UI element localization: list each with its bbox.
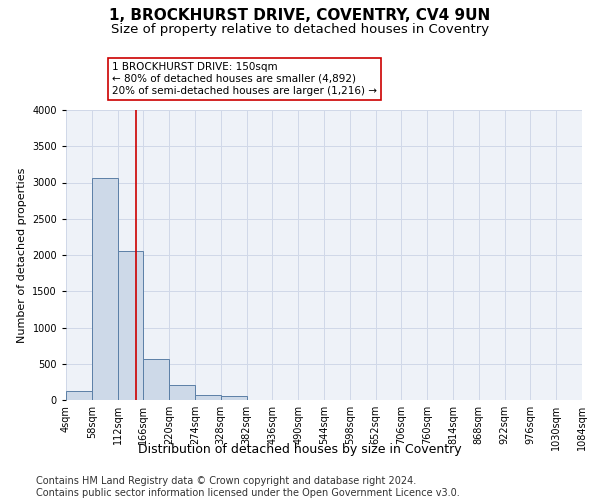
- Bar: [118, 250, 143, 400]
- Bar: [221, 396, 247, 400]
- Bar: [195, 394, 221, 400]
- Text: Distribution of detached houses by size in Coventry: Distribution of detached houses by size …: [138, 442, 462, 456]
- Bar: [66, 390, 92, 400]
- Bar: [169, 385, 195, 400]
- Text: 1, BROCKHURST DRIVE, COVENTRY, CV4 9UN: 1, BROCKHURST DRIVE, COVENTRY, CV4 9UN: [109, 8, 491, 22]
- Text: Contains HM Land Registry data © Crown copyright and database right 2024.
Contai: Contains HM Land Registry data © Crown c…: [36, 476, 460, 498]
- Bar: [92, 178, 118, 400]
- Text: 1 BROCKHURST DRIVE: 150sqm
← 80% of detached houses are smaller (4,892)
20% of s: 1 BROCKHURST DRIVE: 150sqm ← 80% of deta…: [112, 62, 377, 96]
- Y-axis label: Number of detached properties: Number of detached properties: [17, 168, 26, 342]
- Bar: [143, 360, 169, 400]
- Text: Size of property relative to detached houses in Coventry: Size of property relative to detached ho…: [111, 22, 489, 36]
